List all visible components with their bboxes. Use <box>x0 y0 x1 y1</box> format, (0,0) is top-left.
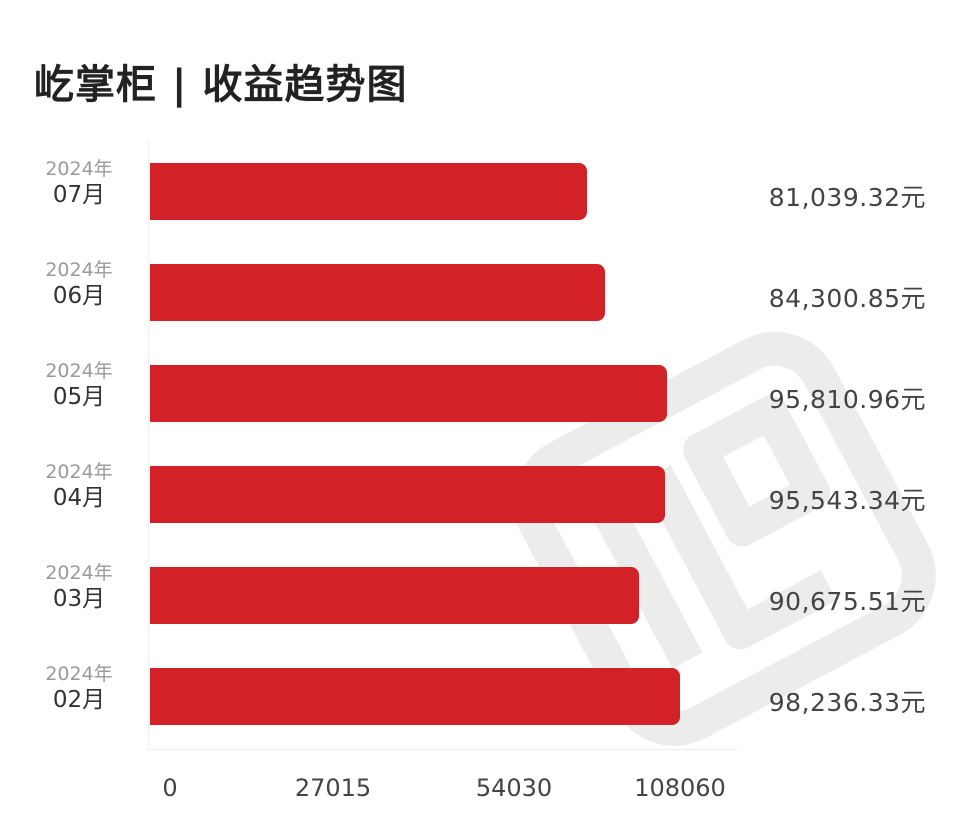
category-label: 2024年 07月 <box>24 158 134 210</box>
value-label: 81,039.32元 <box>768 183 926 212</box>
bar[interactable] <box>150 163 588 220</box>
month-label: 07月 <box>52 182 106 208</box>
x-tick-label: 27015 <box>294 774 372 802</box>
bar[interactable] <box>150 466 666 523</box>
category-label: 2024年 04月 <box>24 461 134 513</box>
bar-row: 2024年 02月 98,236.33元 <box>0 663 954 726</box>
y-axis-line <box>148 140 149 750</box>
value-label: 90,675.51元 <box>768 587 926 616</box>
bar-row: 2024年 04月 95,543.34元 <box>0 461 954 524</box>
category-label: 2024年 06月 <box>24 259 134 311</box>
bar-row: 2024年 05月 95,810.96元 <box>0 360 954 423</box>
year-label: 2024年 <box>45 158 113 180</box>
x-tick-label: 0 <box>162 774 178 802</box>
year-label: 2024年 <box>45 663 113 685</box>
category-label: 2024年 03月 <box>24 562 134 614</box>
category-label: 2024年 02月 <box>24 663 134 715</box>
bar-row: 2024年 06月 84,300.85元 <box>0 259 954 322</box>
month-label: 03月 <box>52 586 106 612</box>
x-axis-line <box>148 749 738 750</box>
bar[interactable] <box>150 264 605 321</box>
year-label: 2024年 <box>45 461 113 483</box>
month-label: 04月 <box>52 485 106 511</box>
value-label: 98,236.33元 <box>768 688 926 717</box>
bar[interactable] <box>150 365 667 422</box>
bar[interactable] <box>150 567 640 624</box>
value-label: 95,543.34元 <box>768 486 926 515</box>
month-label: 06月 <box>52 283 106 309</box>
year-label: 2024年 <box>45 360 113 382</box>
month-label: 05月 <box>52 384 106 410</box>
year-label: 2024年 <box>45 562 113 584</box>
value-label: 84,300.85元 <box>768 284 926 313</box>
bar-row: 2024年 03月 90,675.51元 <box>0 562 954 625</box>
page-title: 屹掌柜 | 收益趋势图 <box>34 62 408 108</box>
year-label: 2024年 <box>45 259 113 281</box>
category-label: 2024年 05月 <box>24 360 134 412</box>
bar[interactable] <box>150 668 680 725</box>
month-label: 02月 <box>52 687 106 713</box>
x-tick-label: 108060 <box>634 774 726 802</box>
x-tick-label: 54030 <box>475 774 553 802</box>
value-label: 95,810.96元 <box>768 385 926 414</box>
bar-row: 2024年 07月 81,039.32元 <box>0 158 954 221</box>
